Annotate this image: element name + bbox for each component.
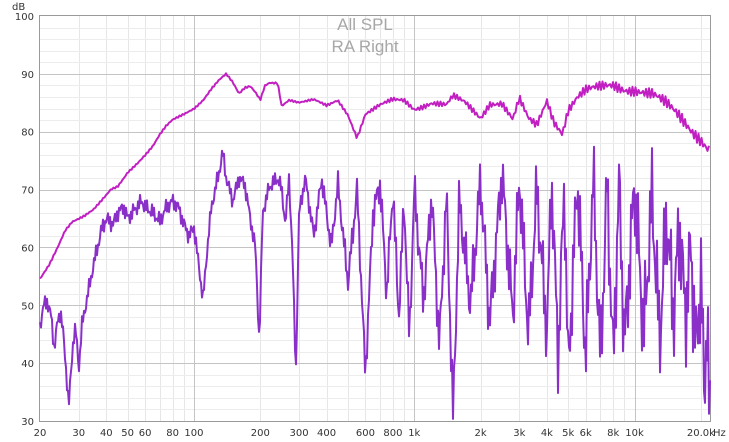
- x-tick-label: 3k: [513, 428, 525, 439]
- y-tick-label: 60: [21, 243, 34, 254]
- x-tick-label: 6k: [580, 428, 592, 439]
- plot-frame: [39, 15, 711, 422]
- x-tick-label: 8k: [607, 428, 619, 439]
- x-tick-label: 400: [317, 428, 336, 439]
- x-tick-label: 800: [383, 428, 402, 439]
- chart-title: All SPL: [337, 15, 393, 34]
- x-tick-label: 1k: [408, 428, 420, 439]
- x-tick-label: 300: [290, 428, 309, 439]
- y-tick-label: 80: [21, 128, 34, 139]
- y-tick-label: 70: [21, 186, 34, 197]
- y-tick-labels: 30 40 50 60 70 80 90 100: [15, 12, 34, 428]
- x-tick-label: 20: [34, 428, 47, 439]
- y-tick-label: 90: [21, 70, 34, 81]
- chart-subtitle: RA Right: [331, 37, 398, 56]
- y-axis-unit: dB: [12, 2, 25, 13]
- x-tick-label: 600: [356, 428, 375, 439]
- x-tick-label: 200: [251, 428, 270, 439]
- x-tick-label: 4k: [541, 428, 553, 439]
- y-tick-label: 100: [15, 12, 34, 23]
- x-tick-label: 5k: [562, 428, 574, 439]
- x-tick-label: 60: [139, 428, 152, 439]
- x-tick-label: 30: [72, 428, 85, 439]
- series-line-1: [39, 72, 710, 280]
- x-tick-label: 50: [121, 428, 134, 439]
- x-tick-label: 100: [184, 428, 203, 439]
- y-tick-label: 50: [21, 301, 34, 312]
- x-tick-label: 10k: [625, 428, 644, 439]
- y-tick-label: 40: [21, 359, 34, 370]
- series-line-2: [39, 145, 711, 420]
- y-tick-label: 30: [21, 417, 34, 428]
- series-layer: [39, 72, 711, 420]
- x-tick-label: 20.0k: [687, 428, 715, 439]
- x-axis-unit: Hz: [713, 428, 726, 439]
- x-tick-label: 80: [166, 428, 179, 439]
- x-tick-labels: 20 30 40 50 60 80 100 200 300 400 600 800 1k 2k 3k 4k 5k…: [34, 428, 715, 439]
- x-tick-label: 40: [100, 428, 113, 439]
- x-tick-label: 2k: [475, 428, 487, 439]
